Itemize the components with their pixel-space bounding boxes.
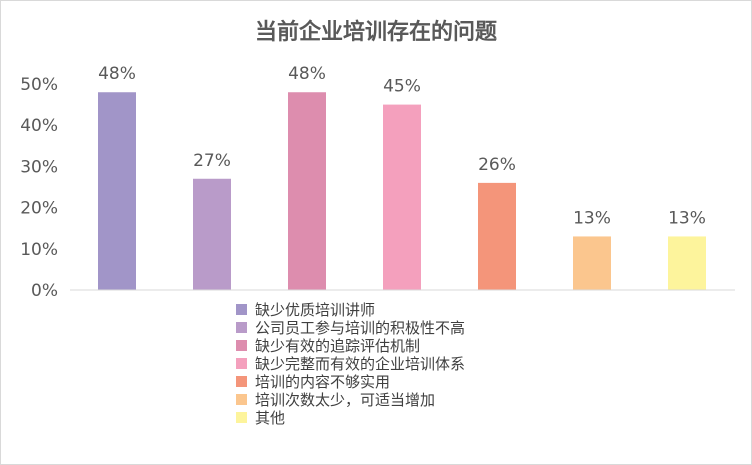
legend-item: 缺少完整而有效的企业培训体系 xyxy=(236,354,576,373)
legend-item: 缺少有效的追踪评估机制 xyxy=(236,336,576,355)
legend-item: 培训次数太少，可适当增加 xyxy=(236,390,576,409)
legend-label: 公司员工参与培训的积极性不高 xyxy=(255,318,466,337)
bar xyxy=(478,182,516,290)
legend-item: 公司员工参与培训的积极性不高 xyxy=(236,318,576,337)
legend-label: 培训次数太少，可适当增加 xyxy=(255,390,436,409)
y-tick-label: 40% xyxy=(20,116,58,136)
bar-data-label: 13% xyxy=(668,208,706,228)
bar-data-label: 27% xyxy=(193,151,231,171)
legend-label: 培训的内容不够实用 xyxy=(255,372,391,391)
legend-swatch xyxy=(236,339,247,351)
bar xyxy=(288,92,326,291)
bar-data-label: 13% xyxy=(573,208,611,228)
legend-swatch xyxy=(236,375,247,387)
legend-label: 其他 xyxy=(255,408,286,427)
bar-data-label: 48% xyxy=(288,64,326,84)
legend-swatch xyxy=(236,393,247,405)
bar xyxy=(193,178,231,290)
y-tick-label: 10% xyxy=(20,240,58,260)
y-tick-label: 50% xyxy=(20,75,58,95)
data-labels: 48% 27% 48% 45% 26% 13% 13% xyxy=(98,64,706,228)
legend-swatch xyxy=(236,303,247,315)
bar-data-label: 45% xyxy=(383,77,421,97)
legend-swatch xyxy=(236,357,247,369)
legend-item: 培训的内容不够实用 xyxy=(236,372,576,391)
y-axis: 0% 10% 20% 30% 40% 50% xyxy=(20,75,58,301)
legend-label: 缺少完整而有效的企业培训体系 xyxy=(255,354,466,373)
legend-item: 缺少优质培训讲师 xyxy=(236,300,576,319)
bar xyxy=(383,104,421,290)
bar xyxy=(98,92,136,291)
bar xyxy=(573,236,611,290)
legend-label: 缺少优质培训讲师 xyxy=(255,300,376,319)
y-tick-label: 20% xyxy=(20,199,58,219)
bars xyxy=(98,92,706,291)
bar-data-label: 26% xyxy=(478,155,516,175)
legend-swatch xyxy=(236,411,247,423)
bar xyxy=(668,236,706,290)
bar-data-label: 48% xyxy=(98,64,136,84)
chart-title: 当前企业培训存在的问题 xyxy=(254,20,497,45)
y-tick-label: 0% xyxy=(31,281,58,301)
y-tick-label: 30% xyxy=(20,157,58,177)
legend-item: 其他 xyxy=(236,408,576,427)
legend: 缺少优质培训讲师 公司员工参与培训的积极性不高 缺少有效的追踪评估机制 缺少完整而有效… xyxy=(236,300,576,427)
legend-swatch xyxy=(236,321,247,333)
legend-label: 缺少有效的追踪评估机制 xyxy=(255,336,421,355)
